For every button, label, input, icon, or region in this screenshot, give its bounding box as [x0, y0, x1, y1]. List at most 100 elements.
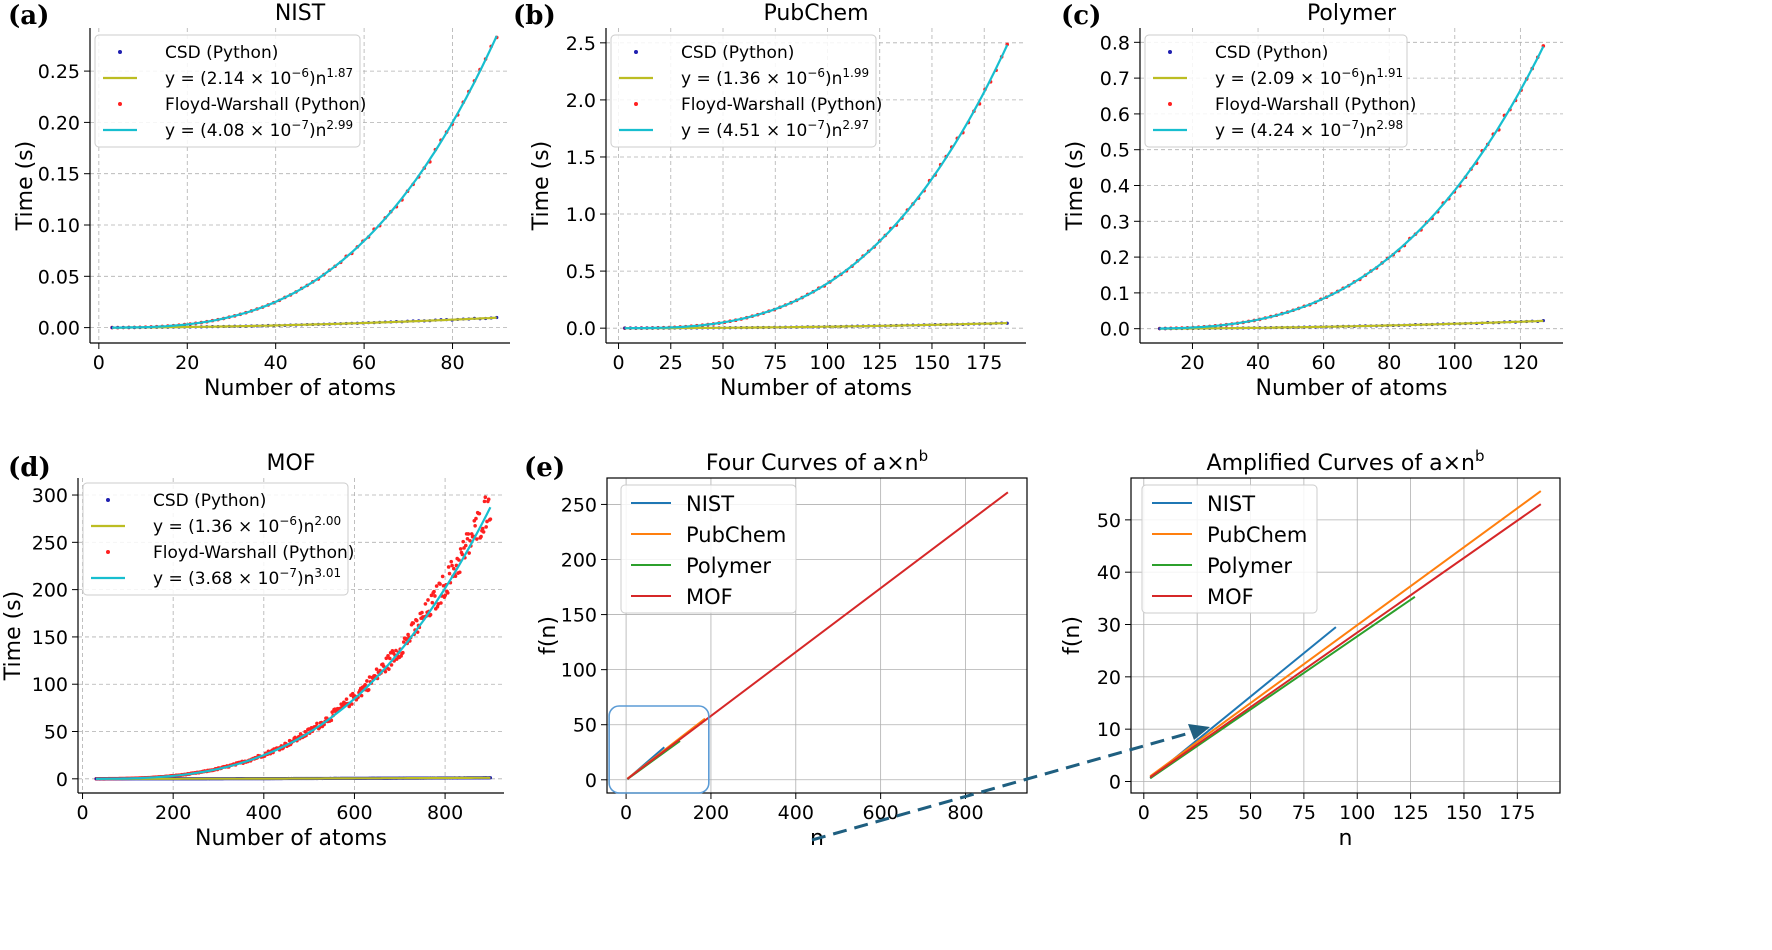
fw-point	[365, 679, 369, 683]
fw-point	[387, 667, 391, 671]
legend-label: Floyd-Warshall (Python)	[681, 95, 882, 115]
x-tick-label: 50	[1238, 802, 1262, 824]
x-tick-label: 150	[1446, 802, 1482, 824]
series-line-mof	[1149, 503, 1542, 779]
x-tick-label: 100	[1437, 352, 1473, 374]
fw-point	[445, 591, 450, 595]
y-tick-label: 100	[561, 660, 597, 682]
legend-box	[620, 484, 797, 614]
y-tick-label: 1.0	[566, 204, 596, 226]
y-tick-label: 0.3	[1100, 211, 1130, 233]
x-tick-label: 200	[693, 802, 729, 824]
legend-label: y = (1.36 × 10−6)n2.00	[153, 514, 341, 537]
chart-d: 0 200 400 600 800 0 50 100 150 200 250 300 Number of…	[1, 451, 504, 851]
y-tick-label: 200	[32, 580, 68, 602]
y-axis-label: f(n)	[536, 616, 561, 655]
legend-label: Floyd-Warshall (Python)	[153, 543, 354, 563]
series-line-pubchem	[1149, 490, 1542, 778]
fw-point	[363, 682, 367, 687]
y-tick-label: 50	[1097, 510, 1121, 532]
plot-area	[1149, 490, 1542, 780]
fw-point	[457, 570, 462, 575]
legend-label: MOF	[1207, 585, 1254, 609]
x-tick-label: 400	[246, 802, 282, 824]
y-tick-label: 0.6	[1100, 104, 1130, 126]
fw-point	[426, 598, 430, 602]
axes-frame	[1130, 477, 1561, 794]
y-axis-label: Time (s)	[1063, 141, 1088, 231]
legend: CSD (Python) y = (1.36 × 10−6)n1.99 Floyd-…	[610, 34, 882, 148]
plot-area	[623, 42, 1009, 330]
x-tick-label: 60	[352, 352, 376, 374]
fw-fit-line	[1159, 46, 1545, 330]
csd-fit-line	[624, 322, 1008, 330]
x-tick-label: 25	[1185, 802, 1209, 824]
plot-area	[1157, 44, 1546, 331]
panel-label: (e)	[524, 453, 565, 483]
chart-title: Amplified Curves of a×nb	[1207, 447, 1485, 476]
x-axis-label: Number of atoms	[1255, 376, 1447, 401]
fw-point	[486, 497, 491, 502]
y-tick-label: 50	[44, 722, 68, 744]
chart-e2: 0 25 50 75 100 125 150 175 0 10 20 30 40 50 n f(n) Ampli…	[1060, 447, 1561, 851]
fw-point	[401, 650, 405, 655]
legend-label: Polymer	[1207, 554, 1292, 578]
y-tick-label: 1.5	[566, 147, 596, 169]
y-tick-label: 0	[56, 769, 68, 791]
y-tick-label: 20	[1097, 667, 1121, 689]
y-tick-label: 0.15	[38, 164, 80, 186]
fw-point	[446, 565, 451, 569]
legend-label: NIST	[686, 492, 734, 516]
x-tick-label: 100	[809, 352, 845, 374]
fw-point	[374, 667, 379, 671]
x-tick-label: 75	[763, 352, 787, 374]
fw-point	[344, 697, 349, 701]
x-tick-label: 20	[1180, 352, 1204, 374]
chart-title: MOF	[267, 451, 316, 476]
legend-label: CSD (Python)	[165, 43, 278, 63]
fw-point	[449, 559, 454, 564]
legend-marker	[1168, 102, 1172, 106]
fw-point	[488, 517, 493, 521]
legend-box	[610, 34, 877, 148]
y-axis-label: Time (s)	[529, 141, 554, 231]
legend-label: y = (2.09 × 10−6)n1.91	[1215, 66, 1403, 89]
legend: CSD (Python) y = (1.36 × 10−6)n2.00 Floyd-…	[82, 482, 354, 596]
fw-point	[468, 538, 472, 543]
x-tick-label: 25	[659, 352, 683, 374]
fw-fit-line	[96, 506, 492, 780]
y-axis-label: Time (s)	[13, 141, 38, 231]
x-tick-label: 20	[175, 352, 199, 374]
fw-point	[414, 618, 419, 623]
legend-label: NIST	[1207, 492, 1255, 516]
fw-point	[439, 601, 443, 605]
y-axis-label: f(n)	[1060, 616, 1085, 655]
x-tick-label: 150	[914, 352, 950, 374]
y-tick-label: 250	[32, 532, 68, 554]
y-tick-label: 0	[585, 770, 597, 792]
legend-label: PubChem	[686, 523, 786, 547]
legend-label: CSD (Python)	[153, 491, 266, 511]
y-tick-label: 100	[32, 674, 68, 696]
y-tick-label: 0.05	[38, 266, 80, 288]
y-tick-label: 0.0	[1100, 319, 1130, 341]
fw-point	[394, 657, 399, 661]
y-tick-label: 0.1	[1100, 283, 1130, 305]
y-tick-label: 0.10	[38, 215, 80, 237]
fw-point	[467, 551, 471, 555]
y-tick-label: 40	[1097, 562, 1121, 584]
x-tick-label: 0	[612, 352, 624, 374]
fw-point	[483, 495, 488, 500]
x-tick-label: 125	[862, 352, 898, 374]
zoom-arrow-head	[1188, 724, 1210, 740]
series-line-mof	[626, 491, 1009, 780]
legend-box	[1141, 484, 1318, 614]
y-tick-label: 0.25	[38, 61, 80, 83]
fw-point	[359, 693, 364, 698]
fw-point	[482, 499, 487, 504]
y-tick-label: 10	[1097, 719, 1121, 741]
fw-point	[438, 582, 442, 586]
chart-a: 0 20 40 60 80 0.00 0.05 0.10 0.15 0.20 0.25 Number …	[8, 1, 510, 401]
